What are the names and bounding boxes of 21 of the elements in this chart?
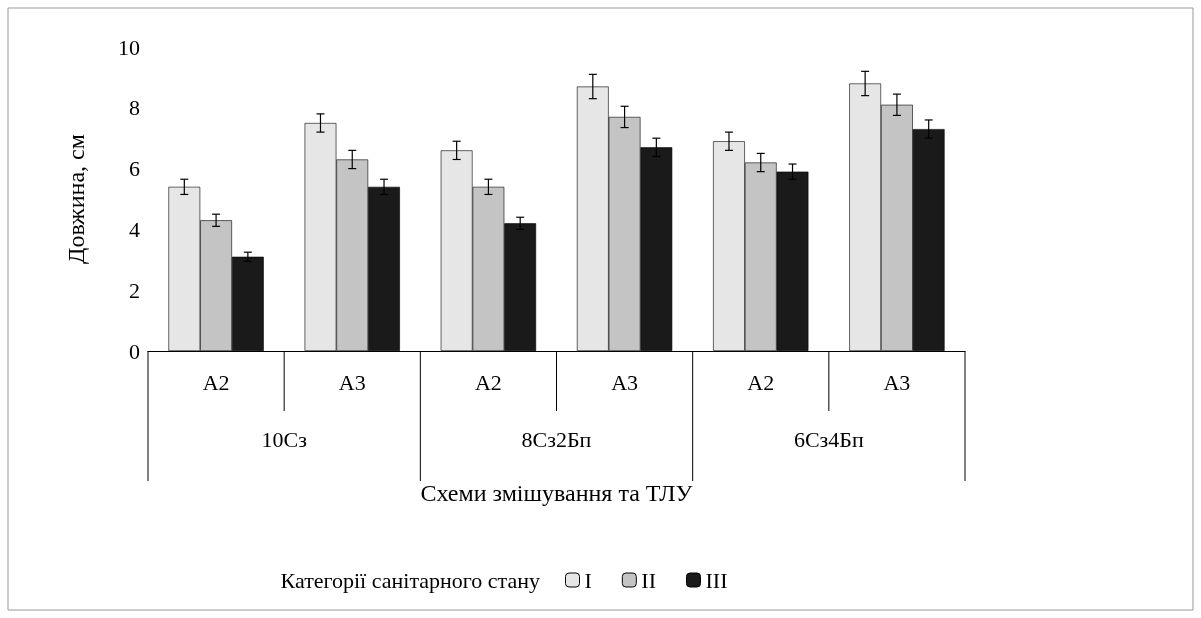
legend-label: III — [705, 567, 728, 593]
y-axis-title: Довжина, см — [63, 134, 89, 264]
legend-title: Категорії санітарного стану — [280, 567, 540, 593]
text: 6Сз4Бп — [793, 426, 864, 452]
y-tick-label: 4 — [129, 216, 140, 242]
x-tick-label: А3 — [611, 369, 639, 395]
text: 8Сз2Бп — [521, 426, 592, 452]
x-tick-label: А3 — [883, 369, 911, 395]
y-tick-label: 8 — [129, 95, 140, 121]
y-tick-label: 6 — [129, 156, 140, 182]
x-tick-label: А2 — [474, 369, 502, 395]
y-tick-label: 0 — [129, 338, 140, 364]
x-axis-title: Схеми змішування та ТЛУ — [420, 480, 693, 506]
x-tick-label: А2 — [202, 369, 230, 395]
legend-label: I — [584, 567, 592, 593]
legend-label: II — [641, 567, 656, 593]
y-tick-label: 2 — [129, 277, 140, 303]
text: 10Сз — [261, 426, 307, 452]
y-tick-label: 10 — [118, 34, 140, 60]
x-tick-label: А2 — [747, 369, 775, 395]
x-tick-label: А3 — [338, 369, 366, 395]
